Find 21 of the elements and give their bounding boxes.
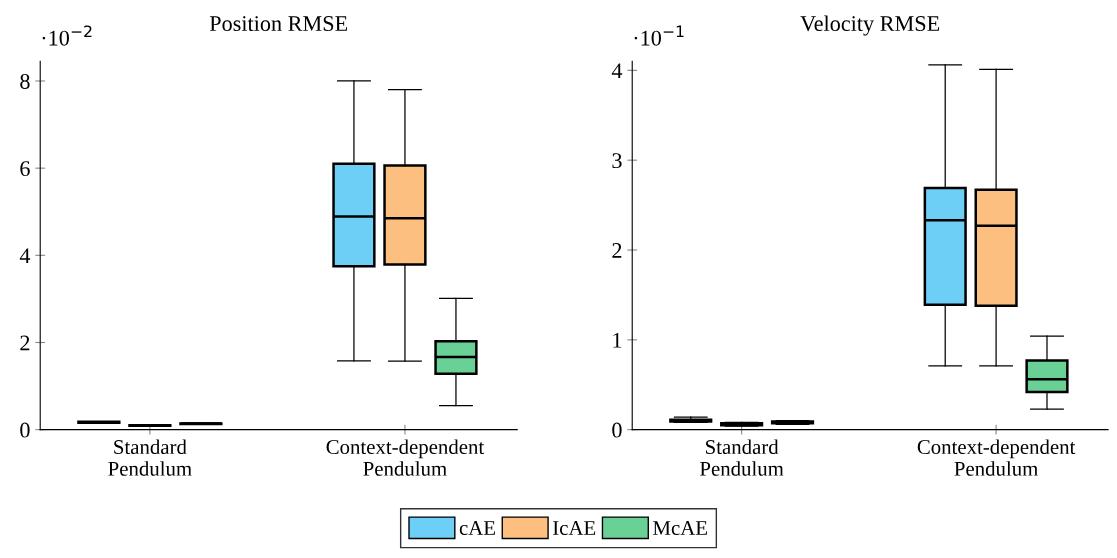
chart-title: Position RMSE bbox=[209, 16, 348, 32]
y-tick-label: 0 bbox=[20, 422, 30, 438]
legend-label: IcAE bbox=[553, 521, 596, 536]
x-tick-label: Context-dependent Pendulum bbox=[917, 439, 1076, 476]
x-tick-label: Standard Pendulum bbox=[108, 439, 192, 476]
legend-label: cAE bbox=[459, 521, 495, 536]
text: ·10$^{−1}$ bbox=[634, 25, 684, 46]
y-tick-label: 2 bbox=[612, 243, 622, 258]
text: ·10$^{−2}$ bbox=[42, 25, 92, 46]
y-tick-label: 1 bbox=[613, 332, 622, 348]
y-tick-label: 0 bbox=[612, 422, 622, 438]
y-tick-label: 8 bbox=[20, 73, 30, 89]
y-tick-label: 4 bbox=[611, 63, 623, 79]
x-tick-label: Context-dependent Pendulum bbox=[326, 439, 485, 476]
y-tick-label: 6 bbox=[20, 161, 30, 177]
chart-title: Velocity RMSE bbox=[800, 15, 940, 36]
x-tick-label: Standard Pendulum bbox=[699, 439, 784, 476]
y-tick-label: 2 bbox=[20, 335, 30, 351]
y-tick-label: 4 bbox=[19, 248, 31, 264]
y-tick-label: 3 bbox=[612, 153, 622, 169]
legend-label: McAE bbox=[653, 521, 707, 536]
